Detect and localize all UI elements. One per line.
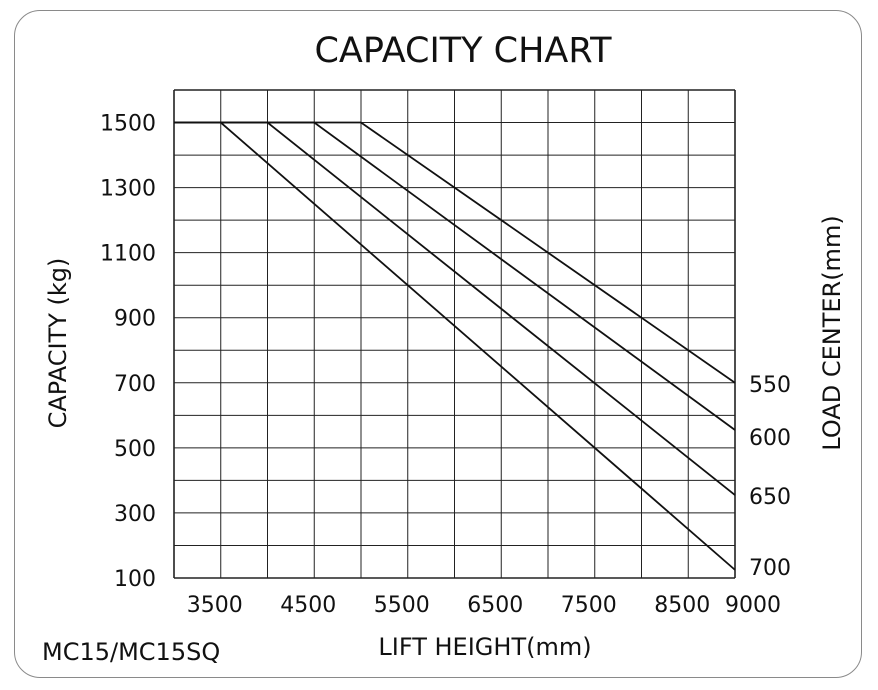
chart-series [174, 121, 736, 571]
y-tick-label: 100 [114, 567, 156, 592]
series-label-550: 550 [749, 373, 791, 398]
x-tick-label: 5500 [374, 593, 430, 618]
y-axis-label: CAPACITY (kg) [44, 258, 72, 429]
x-tick-label: 3500 [187, 593, 243, 618]
y-tick-label: 900 [114, 307, 156, 332]
x-tick-label: 6500 [467, 593, 523, 618]
y-tick-label: 1300 [100, 177, 156, 202]
series-line-700 [174, 121, 736, 571]
x-tick-label: 9000 [725, 593, 781, 618]
chart-title: CAPACITY CHART [314, 31, 612, 71]
x-axis-label: LIFT HEIGHT(mm) [378, 633, 591, 661]
series-label-700: 700 [749, 556, 791, 581]
chart-grid [173, 89, 736, 579]
right-axis-label: LOAD CENTER(mm) [818, 215, 846, 450]
x-tick-label: 8500 [654, 593, 710, 618]
series-label-600: 600 [749, 426, 791, 451]
y-tick-label: 1500 [100, 112, 156, 137]
x-tick-label: 7500 [561, 593, 617, 618]
y-tick-label: 700 [114, 372, 156, 397]
series-label-650: 650 [749, 485, 791, 510]
x-tick-label: 4500 [280, 593, 336, 618]
y-tick-label: 1100 [100, 242, 156, 267]
model-footnote: MC15/MC15SQ [42, 638, 220, 666]
chart-frame [14, 10, 862, 678]
series-labels: 550 600 650 700 [749, 373, 791, 581]
y-tick-label: 300 [114, 502, 156, 527]
y-axis-ticks: 100 300 500 700 900 1100 1300 1500 [100, 112, 156, 592]
y-tick-label: 500 [114, 437, 156, 462]
x-axis-ticks: 3500 4500 5500 6500 7500 8500 9000 [187, 593, 781, 618]
